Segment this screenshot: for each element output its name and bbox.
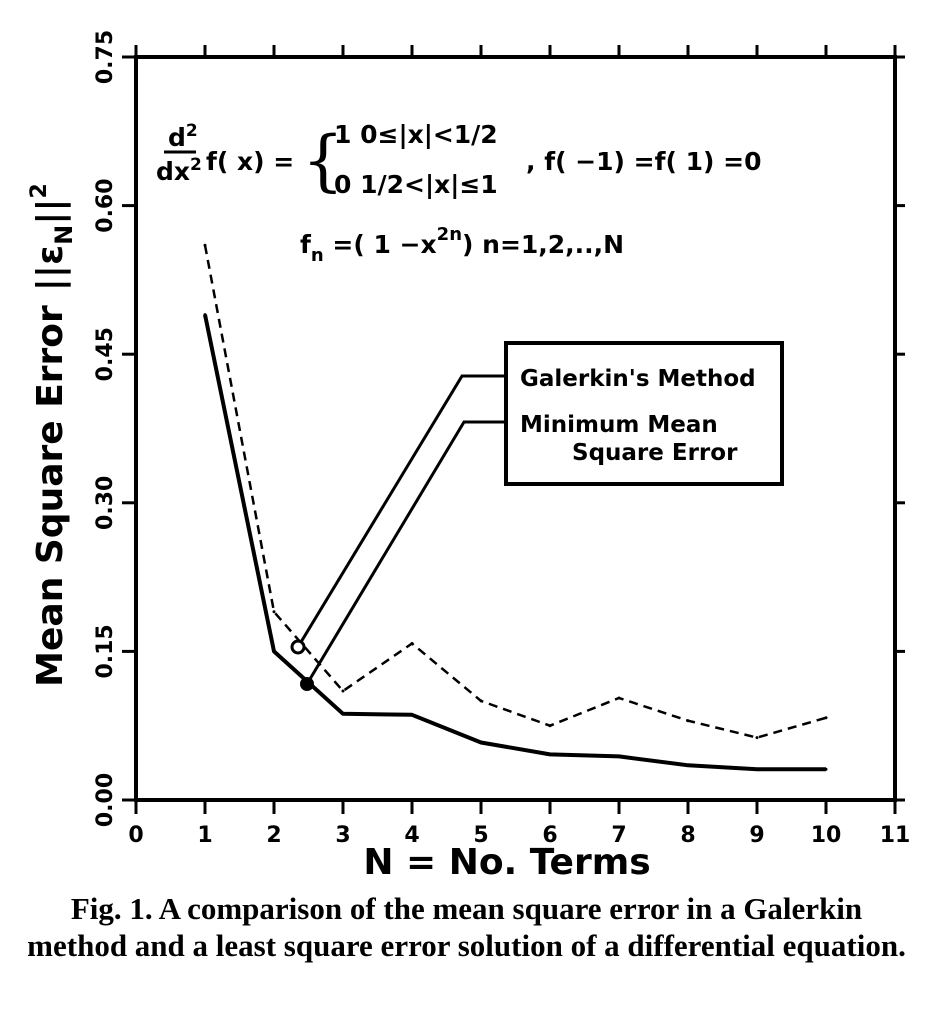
legend-leader-lines [290,374,506,691]
marker-minimum [300,677,314,691]
point-minimum-mse-4 [410,713,414,717]
y-tick-label-3: 0.45 [93,327,118,381]
plot-border [134,55,897,802]
y-axis-title: Mean Square Error||εN||2 [27,183,78,687]
chart: 0 1 2 3 4 5 6 7 8 9 10 11 0.000.150.300.450.600.75 … [27,30,910,880]
eq2-basis-function: fn =( 1 −x2n) n=1,2,..,N [300,224,624,266]
legend: Galerkin's Method Minimum Mean Square Er… [504,341,784,486]
y-tick-label-5: 0.75 [93,30,118,84]
y-tick-label-2: 0.30 [93,476,118,530]
point-minimum-mse-1 [203,313,207,317]
point-galerkin-5 [479,699,483,703]
x-tick-label-2: 2 [266,823,281,848]
eq1-boundary-conditions: , f( −1) =f( 1) =0 [526,147,762,176]
point-minimum-mse-9 [755,767,759,771]
point-galerkin-9 [755,736,759,740]
eq1-brace: { [302,122,344,199]
eq1-function: f( x) = [206,147,294,176]
y-tick-labels: 0.00 0.15 0.30 0.45 0.60 0.75 [93,30,118,827]
legend-entry-minimum-line2: Square Error [572,440,738,466]
y-tick-label-0: 0.00 [93,773,118,827]
eq1-denominator: dx2 [156,155,202,186]
x-tick-label-0: 0 [128,823,143,848]
x-tick-label-5: 5 [473,823,488,848]
point-minimum-mse-3 [341,712,345,716]
x-tick-label-9: 9 [749,823,764,848]
x-tick-label-4: 4 [404,823,419,848]
marker-galerkin [290,639,306,655]
series-lines [203,243,828,772]
x-tick-label-6: 6 [542,823,557,848]
legend-entry-minimum-line1: Minimum Mean [520,412,718,438]
point-minimum-mse-7 [617,754,621,758]
x-tick-label-10: 10 [811,823,842,848]
point-galerkin-4 [410,641,414,645]
figure-caption: Fig. 1. A comparison of the mean square … [27,891,906,963]
eq1-numerator: d2 [168,121,198,152]
point-minimum-mse-6 [548,752,552,756]
equation-annotations: d2 dx2 f( x) = { 1 0≤|x|<1/2 0 1/2<|x|≤1… [156,120,762,266]
point-galerkin-10 [824,716,828,720]
point-galerkin-7 [617,696,621,700]
y-tick-label-4: 0.60 [93,178,118,232]
eq1-case1: 1 0≤|x|<1/2 [334,120,498,149]
leader-galerkin [296,374,506,648]
x-tick-label-11: 11 [880,823,911,848]
series-line-galerkin [203,244,827,739]
axis-ticks [122,45,905,814]
point-galerkin-2 [272,610,276,614]
x-tick-labels: 0 1 2 3 4 5 6 7 8 9 10 11 [128,823,910,848]
point-galerkin-3 [341,689,345,693]
point-minimum-mse-8 [686,763,690,767]
x-tick-label-3: 3 [335,823,350,848]
legend-box [504,341,784,486]
point-minimum-mse-5 [479,741,483,745]
point-galerkin-6 [548,724,552,728]
leader-minimum [305,420,506,685]
eq1-case2: 0 1/2<|x|≤1 [334,170,498,199]
x-axis-title: N = No. Terms [363,842,650,880]
point-minimum-mse-2 [272,649,276,653]
y-tick-label-1: 0.15 [93,624,118,678]
x-tick-label-8: 8 [680,823,695,848]
legend-entry-galerkin: Galerkin's Method [520,366,756,392]
x-tick-label-7: 7 [611,823,626,848]
point-galerkin-1 [203,243,207,247]
point-galerkin-8 [686,719,690,723]
point-minimum-mse-10 [824,767,828,771]
x-tick-label-1: 1 [197,823,212,848]
plot-frame [134,55,897,802]
